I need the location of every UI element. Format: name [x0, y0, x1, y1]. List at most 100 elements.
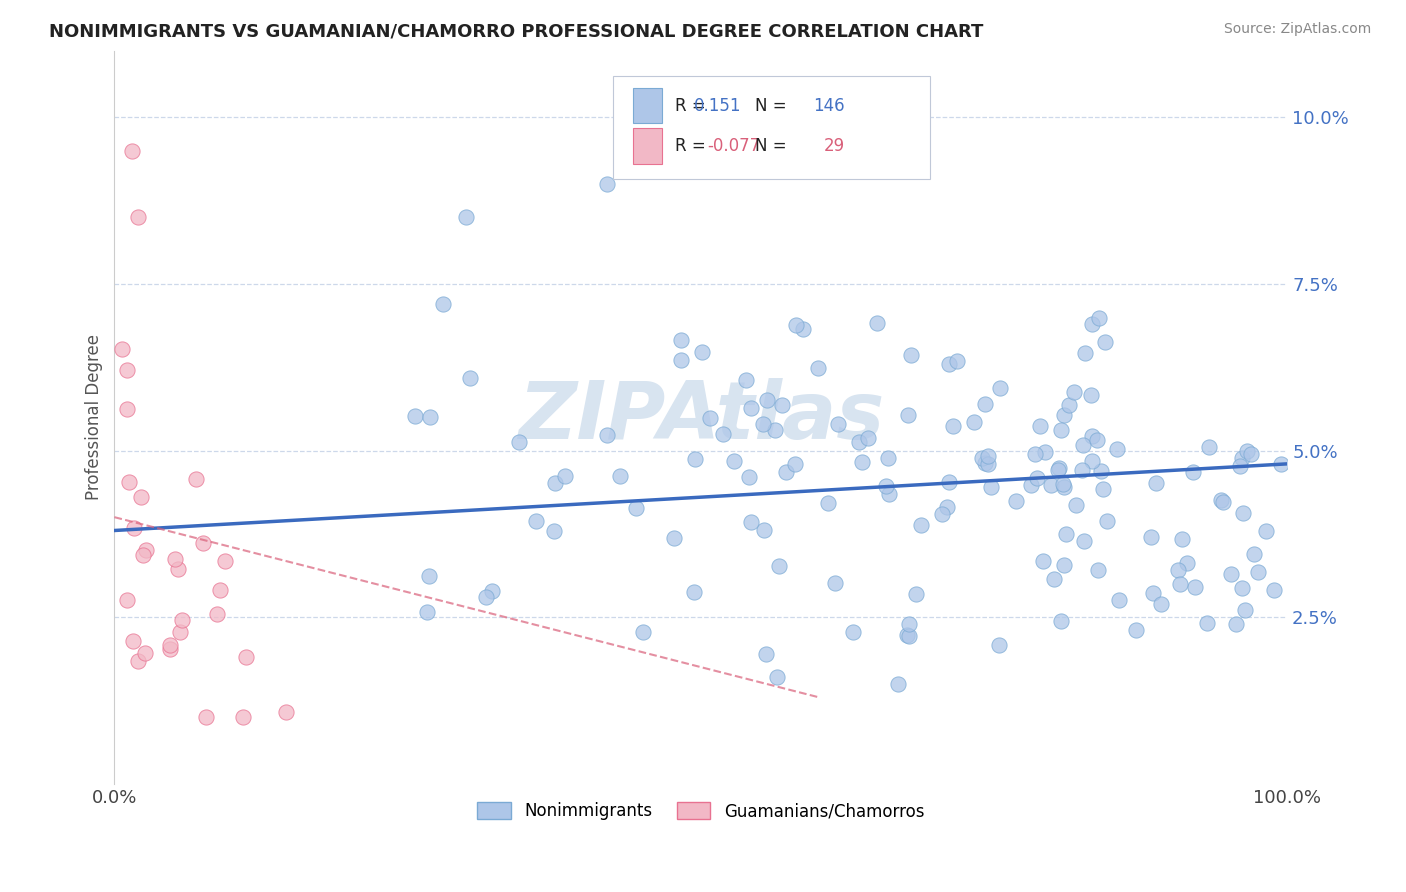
Point: [1085, 433, 1108, 447]
Point: [121, 634, 143, 648]
Point: [524, 514, 547, 528]
Point: [1198, 440, 1220, 454]
Point: [1052, 480, 1074, 494]
Point: [1105, 442, 1128, 456]
Point: [118, 475, 141, 489]
Point: [910, 517, 932, 532]
Point: [900, 348, 922, 362]
Point: [1047, 461, 1070, 475]
Point: [110, 342, 132, 356]
Point: [1125, 623, 1147, 637]
Point: [938, 357, 960, 371]
Point: [931, 507, 953, 521]
Text: Source: ZipAtlas.com: Source: ZipAtlas.com: [1223, 22, 1371, 37]
Point: [1074, 346, 1097, 360]
Point: [1220, 567, 1243, 582]
Point: [458, 371, 481, 385]
Point: [851, 455, 873, 469]
Text: 146: 146: [814, 96, 845, 115]
FancyBboxPatch shape: [633, 128, 662, 163]
Text: N =: N =: [755, 137, 786, 155]
Point: [768, 558, 790, 573]
Point: [1177, 557, 1199, 571]
Point: [554, 469, 576, 483]
Point: [184, 472, 207, 486]
Legend: Nonimmigrants, Guamanians/Chamorros: Nonimmigrants, Guamanians/Chamorros: [471, 795, 931, 827]
Point: [938, 475, 960, 489]
Point: [1049, 423, 1071, 437]
Point: [1057, 398, 1080, 412]
Point: [723, 454, 745, 468]
Point: [1081, 317, 1104, 331]
Point: [1073, 533, 1095, 548]
Point: [752, 417, 775, 431]
Point: [1063, 384, 1085, 399]
Point: [609, 468, 631, 483]
Point: [1234, 603, 1257, 617]
Point: [752, 523, 775, 537]
Point: [418, 569, 440, 583]
Point: [683, 585, 706, 599]
Point: [456, 211, 478, 225]
Point: [817, 496, 839, 510]
Text: 0.151: 0.151: [695, 96, 742, 115]
Point: [970, 450, 993, 465]
Point: [1229, 459, 1251, 474]
Point: [1025, 471, 1047, 485]
Point: [1197, 615, 1219, 630]
Point: [432, 297, 454, 311]
Point: [127, 654, 149, 668]
Point: [1168, 576, 1191, 591]
Point: [763, 423, 786, 437]
Point: [740, 515, 762, 529]
Point: [734, 373, 756, 387]
Text: R =: R =: [675, 96, 706, 115]
Text: NONIMMIGRANTS VS GUAMANIAN/CHAMORRO PROFESSIONAL DEGREE CORRELATION CHART: NONIMMIGRANTS VS GUAMANIAN/CHAMORRO PROF…: [49, 22, 984, 40]
Point: [942, 418, 965, 433]
Point: [792, 321, 814, 335]
Point: [172, 613, 194, 627]
Point: [1170, 533, 1192, 547]
Point: [896, 628, 918, 642]
Point: [404, 409, 426, 423]
Point: [866, 316, 889, 330]
Point: [1081, 454, 1104, 468]
Point: [1071, 463, 1094, 477]
Point: [1142, 586, 1164, 600]
Point: [683, 451, 706, 466]
Point: [1087, 563, 1109, 577]
Point: [1094, 334, 1116, 349]
Point: [699, 411, 721, 425]
Point: [1004, 494, 1026, 508]
Point: [1236, 443, 1258, 458]
Point: [419, 409, 441, 424]
Point: [1033, 444, 1056, 458]
Point: [115, 401, 138, 416]
Point: [1225, 617, 1247, 632]
Point: [193, 536, 215, 550]
Point: [1182, 465, 1205, 479]
Point: [946, 354, 969, 368]
Point: [1140, 530, 1163, 544]
Point: [274, 705, 297, 719]
Point: [166, 562, 188, 576]
Point: [543, 524, 565, 538]
Point: [827, 417, 849, 432]
Point: [235, 649, 257, 664]
Point: [974, 456, 997, 470]
Point: [1243, 547, 1265, 561]
Point: [770, 398, 793, 412]
Point: [963, 415, 986, 429]
Text: R =: R =: [675, 137, 706, 155]
Point: [690, 344, 713, 359]
Point: [904, 587, 927, 601]
Point: [775, 465, 797, 479]
Text: N =: N =: [755, 96, 786, 115]
Point: [1167, 563, 1189, 577]
Point: [159, 642, 181, 657]
Point: [877, 487, 900, 501]
Point: [1270, 457, 1292, 471]
Point: [876, 450, 898, 465]
FancyBboxPatch shape: [613, 77, 929, 179]
Point: [785, 457, 807, 471]
